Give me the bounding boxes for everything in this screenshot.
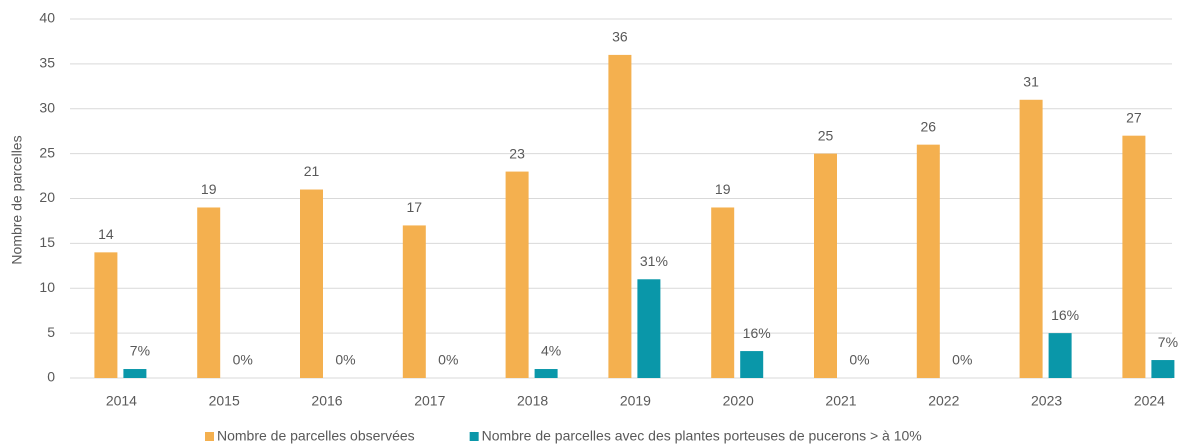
data-label: 16%	[743, 325, 771, 341]
y-tick-label: 10	[39, 279, 55, 295]
legend-swatch	[205, 432, 214, 441]
bar	[711, 207, 735, 378]
y-tick-label: 20	[39, 189, 55, 205]
y-tick-label: 40	[39, 10, 55, 26]
bar	[916, 144, 940, 378]
x-tick-label: 2020	[723, 393, 754, 409]
y-tick-label: 35	[39, 55, 55, 71]
x-tick-label: 2024	[1134, 393, 1165, 409]
y-tick-label: 0	[47, 369, 55, 385]
bar	[1019, 99, 1043, 379]
data-label: 21	[304, 163, 320, 179]
data-label: 19	[201, 181, 217, 197]
bar	[1151, 360, 1175, 378]
data-label: 0%	[952, 352, 972, 368]
x-tick-label: 2015	[209, 393, 240, 409]
x-tick-label: 2021	[825, 393, 856, 409]
data-label: 36	[612, 29, 628, 45]
x-tick-label: 2017	[414, 393, 445, 409]
data-label: 19	[715, 181, 731, 197]
x-tick-label: 2014	[106, 393, 137, 409]
data-label: 23	[509, 145, 525, 161]
bar	[608, 54, 632, 379]
y-tick-label: 30	[39, 99, 55, 115]
legend-label: Nombre de parcelles observées	[217, 428, 415, 444]
data-label: 7%	[1158, 334, 1178, 350]
bar	[637, 279, 661, 378]
bar	[1048, 333, 1072, 378]
x-tick-label: 2016	[311, 393, 342, 409]
data-label: 25	[818, 127, 834, 143]
bar	[123, 369, 147, 378]
bar	[534, 369, 558, 378]
data-label: 17	[407, 199, 423, 215]
data-label: 0%	[233, 352, 253, 368]
bar	[300, 189, 323, 378]
x-tick-label: 2018	[517, 393, 548, 409]
y-tick-label: 5	[47, 324, 55, 340]
bar	[197, 207, 221, 378]
data-label: 31%	[640, 253, 668, 269]
bar	[505, 171, 529, 378]
bar	[1122, 135, 1146, 378]
y-axis-title: Nombre de parcelles	[9, 135, 25, 264]
data-label: 26	[921, 118, 937, 134]
legend-swatch	[469, 432, 479, 441]
data-label: 16%	[1051, 307, 1079, 323]
data-label: 7%	[130, 343, 150, 359]
x-tick-label: 2022	[928, 393, 959, 409]
data-label: 14	[98, 226, 114, 242]
data-label: 0%	[849, 352, 869, 368]
bar	[814, 153, 837, 378]
data-label: 0%	[438, 352, 458, 368]
x-tick-label: 2019	[620, 393, 651, 409]
data-label: 31	[1023, 73, 1039, 89]
data-label: 4%	[541, 343, 561, 359]
legend-label: Nombre de parcelles avec des plantes por…	[482, 428, 922, 444]
data-label: 0%	[335, 352, 355, 368]
bar	[94, 252, 118, 378]
y-tick-label: 15	[39, 234, 55, 250]
bar	[402, 225, 426, 378]
bar	[740, 351, 764, 378]
data-label: 27	[1126, 109, 1142, 125]
y-tick-label: 25	[39, 144, 55, 160]
x-tick-label: 2023	[1031, 393, 1062, 409]
